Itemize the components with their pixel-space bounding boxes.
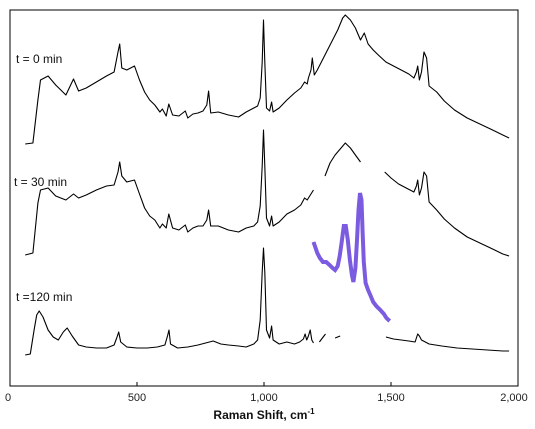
series-0-line-segment-0 [25, 14, 510, 145]
x-tick-label-1: 500 [128, 392, 146, 404]
x-tick-label-0: 0 [5, 392, 11, 404]
series-2-line-segment-0 [25, 247, 314, 356]
x-tick-label-4: 2,000 [500, 392, 528, 404]
series-label-2: t =120 min [16, 290, 72, 304]
x-tick-label-2: 1,000 [250, 392, 278, 404]
series-layer [25, 14, 510, 356]
series-1-line-segment-0 [25, 129, 314, 256]
highlight-layer [311, 192, 392, 323]
series-2-line-segment-2 [334, 335, 341, 339]
series-2-line-segment-3 [385, 333, 510, 352]
x-axis-title-superscript: -1 [307, 407, 315, 416]
series-label-0: t = 0 min [16, 52, 62, 66]
highlight-segment [311, 192, 392, 323]
x-axis-title-text: Raman Shift, cm [213, 408, 307, 422]
series-label-layer: t = 0 min t = 30 min t =120 min [14, 52, 72, 304]
series-1-line-segment-2 [384, 171, 510, 257]
series-2-line-segment-1 [318, 333, 326, 343]
series-1-line-segment-1 [324, 142, 361, 177]
x-axis-ticks: 0 500 1,000 1,500 2,000 [5, 382, 528, 404]
x-axis-title: Raman Shift, cm-1 [213, 407, 315, 422]
series-label-1: t = 30 min [14, 175, 67, 189]
x-tick-label-3: 1,500 [377, 392, 405, 404]
plot-frame [9, 9, 519, 387]
